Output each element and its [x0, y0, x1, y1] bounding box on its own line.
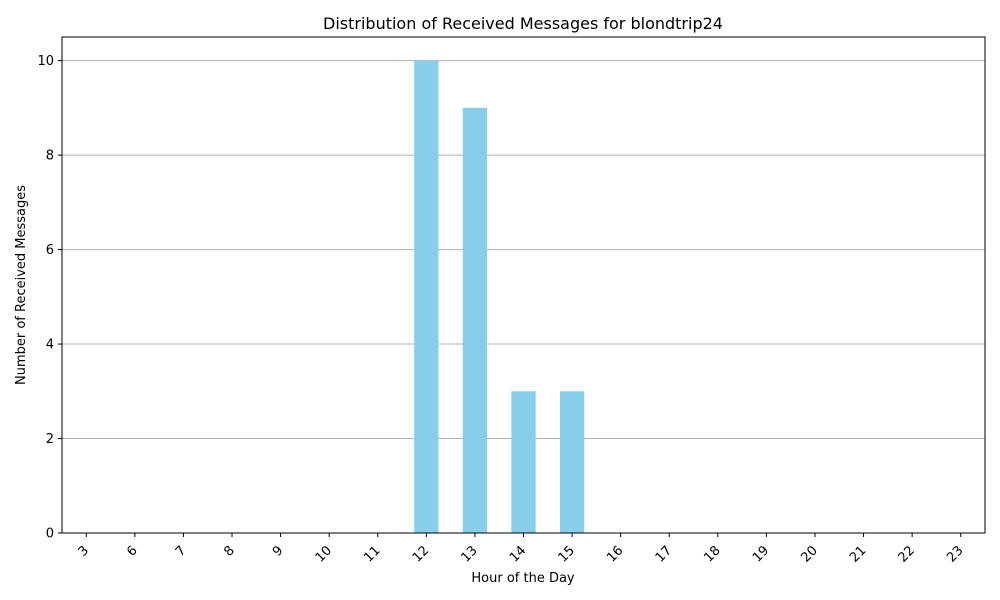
x-axis-label: Hour of the Day: [471, 571, 575, 586]
bar: [414, 60, 439, 533]
x-tick-label: 22: [896, 543, 918, 565]
x-tick-label: 3: [76, 543, 92, 559]
x-tick-label: 19: [750, 543, 772, 565]
y-axis-label: Number of Received Messages: [14, 185, 29, 385]
x-tick-label: 21: [847, 543, 869, 565]
x-tick-label: 11: [361, 543, 383, 565]
y-tick-label: 6: [46, 243, 54, 258]
y-tick-label: 2: [46, 432, 54, 447]
x-tick-label: 6: [124, 543, 140, 559]
x-tick-label: 10: [313, 543, 335, 565]
bars: [414, 60, 585, 533]
x-tick-label: 23: [944, 543, 966, 565]
x-tick-label: 17: [653, 543, 675, 565]
x-tick-label: 9: [270, 543, 286, 559]
y-ticks: 0 2 4 6 8 10: [37, 54, 62, 542]
y-tick-label: 10: [37, 54, 54, 69]
x-tick-label: 20: [798, 543, 820, 565]
bar: [511, 391, 536, 533]
x-tick-label: 15: [556, 543, 578, 565]
x-tick-label: 8: [221, 543, 237, 559]
bar: [462, 107, 488, 533]
y-tick-label: 8: [46, 149, 54, 164]
x-tick-label: 13: [458, 543, 480, 565]
y-tick-label: 0: [46, 527, 54, 542]
y-tick-label: 4: [46, 338, 54, 353]
x-tick-label: 7: [173, 543, 189, 559]
x-ticks: 3 6 7 8 9 10 11 12 13 14 15 16 17 18 19 20 21 22 23: [76, 533, 967, 566]
bar: [559, 391, 585, 533]
x-tick-label: 14: [507, 543, 529, 565]
x-tick-label: 16: [604, 543, 626, 565]
chart-title: Distribution of Received Messages for bl…: [323, 14, 723, 33]
x-tick-label: 18: [701, 543, 723, 565]
x-tick-label: 12: [410, 543, 432, 565]
